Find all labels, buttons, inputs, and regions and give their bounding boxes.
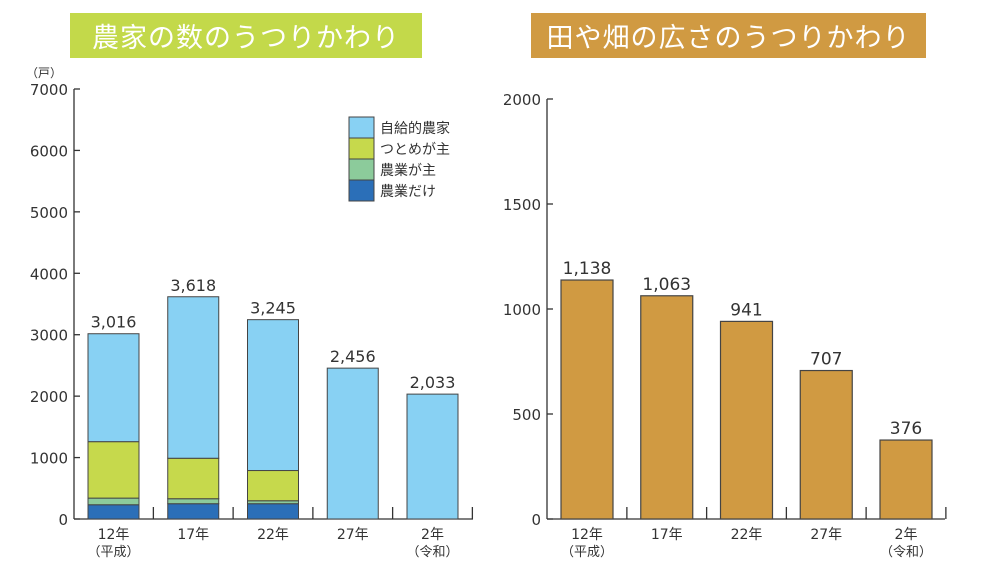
- bar-value-label: 1,138: [563, 259, 612, 279]
- legend-swatch: [348, 116, 375, 139]
- y-tick-label: 1500: [503, 196, 541, 214]
- bar-segment-自給的農家: [87, 333, 140, 443]
- bar-segment-自給的農家: [326, 367, 379, 520]
- chart-title-field-area: 田や畑の広さのうつりかわり: [531, 13, 926, 58]
- legend-swatch: [348, 158, 375, 181]
- y-tick-label: 0: [531, 511, 541, 529]
- bar-value-label: 1,063: [642, 275, 691, 295]
- y-tick-label: 2000: [30, 388, 68, 406]
- x-tick-label: 2年: [421, 527, 444, 543]
- legend-label: つとめが主: [380, 142, 450, 158]
- x-tick-sublabel: （平成）: [561, 545, 613, 560]
- bar-total-label: 3,245: [250, 299, 296, 318]
- legend-label: 自給的農家: [380, 120, 450, 137]
- y-tick-label: 3000: [30, 327, 68, 345]
- y-tick-label: 500: [512, 406, 541, 424]
- x-tick-label: 27年: [810, 527, 842, 543]
- bar-segment-農業だけ: [247, 503, 299, 520]
- x-tick-label: 27年: [337, 527, 369, 543]
- bar-total-label: 3,618: [170, 276, 216, 295]
- bar-segment-自給的農家: [247, 319, 299, 472]
- legend-label: 農業だけ: [380, 184, 436, 200]
- bar-value-label: 376: [890, 419, 922, 439]
- bar-total-label: 2,456: [330, 347, 376, 366]
- bar-segment-農業だけ: [87, 504, 140, 520]
- x-tick-label: 22年: [257, 527, 289, 543]
- bar: [719, 320, 774, 520]
- x-tick-label: 2年: [895, 527, 918, 543]
- bar-segment-自給的農家: [167, 296, 220, 459]
- bar-value-label: 941: [730, 300, 762, 320]
- bar: [879, 439, 933, 520]
- x-tick-label: 17年: [177, 527, 209, 543]
- x-tick-label: 12年: [571, 527, 603, 543]
- bar-segment-農業だけ: [167, 503, 220, 520]
- legend-swatch: [348, 179, 375, 202]
- bar-segment-自給的農家: [406, 393, 459, 520]
- chart-title-farm-households: 農家の数のうつりかわり: [70, 13, 422, 58]
- bar: [640, 295, 694, 520]
- bar-segment-つとめが主: [167, 457, 220, 500]
- x-tick-sublabel: （平成）: [87, 545, 139, 560]
- x-tick-label: 17年: [651, 527, 683, 543]
- y-tick-label: 7000: [30, 81, 68, 99]
- legend-label: 農業が主: [380, 163, 436, 179]
- bar-total-label: 3,016: [91, 313, 137, 332]
- bar-value-label: 707: [810, 350, 842, 370]
- y-tick-label: 6000: [30, 142, 68, 160]
- y-axis-unit: （戸）: [26, 66, 62, 80]
- y-tick-label: 2000: [503, 91, 541, 109]
- bar-segment-農業が主: [87, 497, 140, 506]
- bar-segment-つとめが主: [247, 470, 299, 502]
- x-tick-sublabel: （令和）: [406, 545, 458, 560]
- x-tick-label: 12年: [98, 527, 130, 543]
- x-tick-label: 22年: [731, 527, 763, 543]
- x-tick-sublabel: （令和）: [880, 545, 932, 560]
- legend-swatch: [348, 137, 375, 160]
- bar-segment-つとめが主: [87, 441, 140, 499]
- bar-total-label: 2,033: [410, 373, 456, 392]
- bar: [799, 369, 853, 520]
- bar-segment-農業が主: [167, 498, 220, 505]
- y-tick-label: 5000: [30, 204, 68, 222]
- y-tick-label: 4000: [30, 265, 68, 283]
- y-tick-label: 0: [58, 511, 68, 529]
- y-tick-label: 1000: [30, 450, 68, 468]
- bar: [560, 279, 614, 520]
- y-tick-label: 1000: [503, 301, 541, 319]
